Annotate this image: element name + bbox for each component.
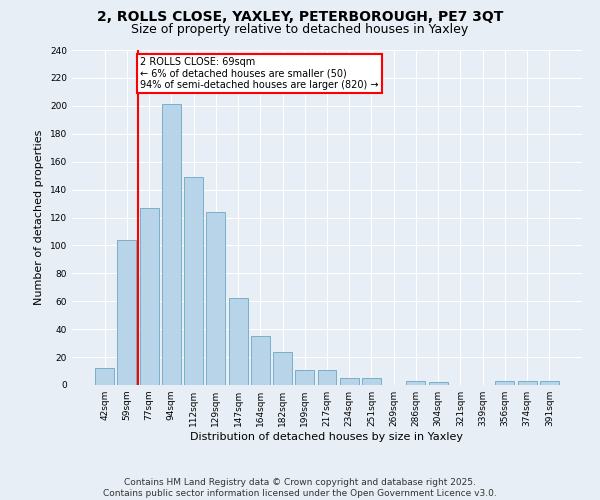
Bar <box>140 208 158 385</box>
Bar <box>295 370 314 385</box>
Text: 2, ROLLS CLOSE, YAXLEY, PETERBOROUGH, PE7 3QT: 2, ROLLS CLOSE, YAXLEY, PETERBOROUGH, PE… <box>97 10 503 24</box>
X-axis label: Distribution of detached houses by size in Yaxley: Distribution of detached houses by size … <box>191 432 464 442</box>
Bar <box>496 381 514 385</box>
Text: 2 ROLLS CLOSE: 69sqm
← 6% of detached houses are smaller (50)
94% of semi-detach: 2 ROLLS CLOSE: 69sqm ← 6% of detached ho… <box>140 57 379 90</box>
Bar <box>162 104 181 385</box>
Bar <box>340 378 359 385</box>
Bar <box>251 336 270 385</box>
Bar <box>184 177 203 385</box>
Bar <box>429 382 448 385</box>
Bar <box>518 381 536 385</box>
Bar <box>406 381 425 385</box>
Text: Size of property relative to detached houses in Yaxley: Size of property relative to detached ho… <box>131 22 469 36</box>
Text: Contains HM Land Registry data © Crown copyright and database right 2025.
Contai: Contains HM Land Registry data © Crown c… <box>103 478 497 498</box>
Bar <box>540 381 559 385</box>
Bar <box>317 370 337 385</box>
Bar <box>229 298 248 385</box>
Y-axis label: Number of detached properties: Number of detached properties <box>34 130 44 305</box>
Bar <box>118 240 136 385</box>
Bar <box>273 352 292 385</box>
Bar <box>362 378 381 385</box>
Bar <box>95 368 114 385</box>
Bar <box>206 212 225 385</box>
